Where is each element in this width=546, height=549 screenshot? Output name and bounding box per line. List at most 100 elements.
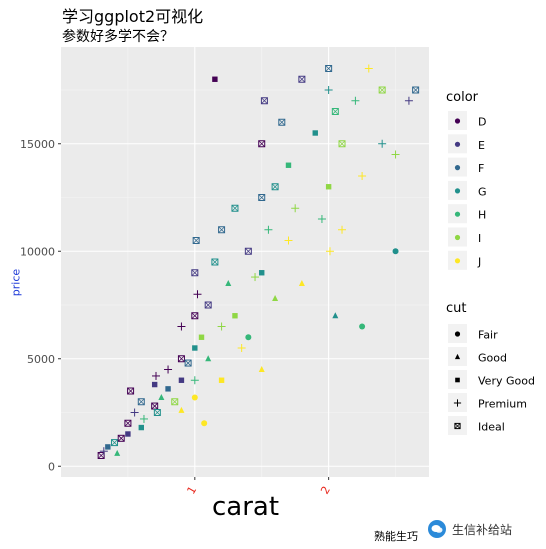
data-point: [237, 344, 246, 352]
data-point: [193, 290, 202, 299]
legend-swatch-color: [454, 141, 461, 147]
watermark: 生信补给站: [428, 518, 540, 540]
legend-swatch-cut: [453, 399, 462, 407]
legend-label-cut: Premium: [478, 398, 527, 411]
data-point: [127, 387, 135, 395]
data-point: [391, 150, 400, 159]
data-point: [139, 414, 148, 423]
chart-caption: 熟能生巧: [374, 530, 418, 543]
legend-label-color: D: [478, 116, 486, 129]
data-point: [137, 398, 145, 406]
data-point: [211, 258, 219, 266]
data-point: [264, 225, 273, 234]
data-point: [218, 226, 226, 234]
data-point: [285, 162, 292, 168]
legend-swatch-color: [454, 258, 461, 264]
legend-swatch-cut: [454, 353, 461, 360]
chart-title: 学习ggplot2可视化: [62, 7, 204, 26]
data-point: [338, 140, 346, 148]
y-tick-label: 15000: [20, 138, 55, 151]
data-point: [111, 439, 119, 447]
data-point: [378, 86, 386, 94]
data-point: [212, 76, 218, 82]
data-point: [114, 449, 121, 456]
data-point: [412, 86, 420, 94]
data-point: [291, 204, 300, 213]
data-point: [218, 377, 225, 383]
data-point: [152, 371, 161, 380]
legend-label-color: E: [478, 139, 485, 152]
data-point: [164, 365, 173, 374]
data-point: [351, 96, 360, 105]
data-point: [358, 172, 367, 180]
data-point: [244, 247, 252, 255]
data-point: [260, 97, 268, 105]
data-point: [259, 270, 265, 276]
data-point: [130, 408, 139, 417]
data-point: [359, 323, 366, 330]
wechat-icon: [428, 520, 446, 538]
data-point: [99, 447, 108, 456]
data-point: [378, 139, 387, 148]
data-point: [331, 108, 339, 115]
y-tick-label: 0: [48, 460, 55, 473]
data-point: [231, 204, 239, 212]
data-point: [204, 301, 212, 309]
data-point: [201, 420, 208, 427]
y-tick-label: 10000: [20, 245, 55, 258]
data-point: [191, 394, 198, 401]
data-point: [251, 273, 260, 282]
data-point: [404, 96, 413, 105]
data-point: [191, 312, 199, 320]
legend-label-color: G: [478, 185, 487, 198]
data-point: [151, 381, 158, 388]
legend-swatch-cut: [454, 331, 461, 337]
data-point: [325, 65, 333, 72]
legend-label-color: I: [478, 232, 481, 245]
x-tick-label: 2: [318, 484, 333, 497]
data-point: [225, 280, 232, 286]
data-point: [117, 434, 125, 442]
data-point: [171, 398, 179, 406]
legend-label-cut: Very Good: [478, 375, 535, 388]
data-point: [178, 406, 185, 413]
data-point: [124, 419, 132, 427]
data-point: [125, 431, 131, 437]
data-point: [258, 194, 266, 201]
legend-title-cut: cut: [446, 301, 466, 316]
data-point: [245, 334, 252, 341]
data-points: [97, 64, 420, 459]
legend-label-cut: Fair: [478, 329, 498, 342]
data-point: [192, 345, 198, 351]
data-point: [232, 313, 238, 319]
legend-swatch-color: [454, 118, 461, 124]
data-point: [158, 393, 165, 400]
data-point: [191, 269, 199, 277]
data-point: [198, 334, 205, 340]
data-point: [298, 280, 305, 286]
data-point: [364, 64, 373, 73]
legend-label-color: J: [477, 255, 481, 268]
data-point: [338, 225, 347, 234]
data-point: [97, 452, 105, 459]
legend-swatch-color: [454, 234, 461, 241]
data-point: [165, 386, 171, 392]
data-point: [332, 312, 339, 319]
data-point: [192, 237, 200, 244]
data-point: [284, 236, 293, 245]
legend-label-color: F: [478, 162, 484, 175]
legend-swatch-color: [454, 188, 461, 194]
data-point: [325, 184, 332, 190]
chart-subtitle: 参数好多学不会？: [62, 29, 174, 45]
x-tick-label: 1: [184, 484, 199, 497]
data-point: [317, 215, 326, 223]
data-point: [184, 359, 192, 367]
data-point: [272, 295, 279, 302]
data-point: [205, 355, 212, 362]
data-point: [177, 355, 185, 363]
legend-title-color: color: [446, 90, 479, 105]
data-point: [298, 75, 306, 83]
y-tick-label: 5000: [27, 353, 55, 366]
data-point: [258, 140, 266, 148]
